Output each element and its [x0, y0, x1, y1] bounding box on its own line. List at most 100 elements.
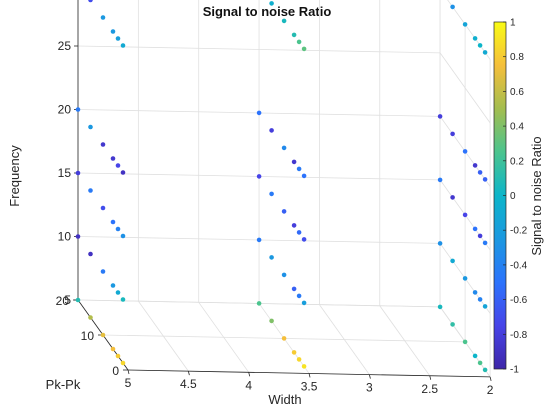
data-point: [256, 110, 262, 116]
data-point: [462, 212, 468, 218]
data-point: [110, 156, 116, 161]
data-point: [281, 336, 287, 341]
x-tick-mark: [187, 371, 190, 376]
data-point: [115, 290, 121, 295]
colorbar-tick-label: -1: [510, 365, 519, 376]
data-point: [296, 230, 302, 235]
data-point: [100, 142, 106, 147]
colorbar-tick-label: 0.2: [510, 156, 524, 167]
colorbar: -1 -0.8 -0.6 -0.4 -0.2 0 0.2 0.4 0.6 0.8 1 Signal …: [493, 18, 544, 376]
data-point: [462, 276, 468, 281]
data-point: [115, 163, 121, 168]
data-point: [269, 191, 274, 197]
data-point: [256, 301, 262, 306]
z-axis-label: Frequency: [7, 145, 22, 207]
data-point: [120, 43, 126, 48]
data-point: [256, 174, 262, 179]
data-point: [450, 258, 455, 264]
colorbar-tick-label: -0.4: [510, 260, 528, 271]
data-point: [296, 39, 302, 45]
data-point: [296, 293, 302, 299]
data-point: [100, 332, 106, 338]
data-point: [100, 205, 106, 211]
data-point: [110, 283, 116, 288]
z-tick-label: 10: [58, 230, 72, 244]
x-tick-mark: [248, 372, 251, 377]
data-point: [110, 346, 116, 352]
y-axis-label: Pk-Pk: [46, 377, 81, 392]
data-point: [301, 46, 307, 52]
data-point: [437, 304, 443, 310]
tick-labels: 22.533.544.550102051015202530: [56, 39, 494, 397]
data-point: [437, 114, 443, 119]
data-point: [482, 240, 488, 246]
data-point: [88, 188, 93, 193]
colorbar-tick-label: -0.2: [510, 226, 528, 237]
data-point: [296, 357, 302, 362]
colorbar-tick-label: -0.6: [510, 295, 528, 306]
colorbar-tick-label: 0.8: [510, 52, 524, 63]
data-point: [269, 128, 274, 133]
data-points: [75, 0, 488, 373]
data-point: [115, 226, 121, 232]
data-point: [450, 4, 455, 10]
data-point: [120, 360, 126, 366]
colorbar-tick-label: 0.6: [510, 87, 524, 98]
axes: [73, 0, 492, 381]
x-tick-label: 3: [366, 381, 373, 395]
colorbar-tick-label: 0.4: [510, 122, 524, 133]
x-axis-label: Width: [268, 392, 301, 407]
grid-line: [439, 52, 491, 124]
data-point: [269, 318, 274, 324]
data-point: [281, 18, 287, 24]
data-point: [301, 173, 307, 179]
data-point: [281, 145, 287, 151]
data-point: [301, 237, 307, 242]
data-point: [462, 22, 468, 27]
data-point: [301, 364, 307, 369]
data-point: [75, 107, 81, 112]
data-point: [269, 1, 274, 6]
data-point: [462, 339, 468, 345]
data-point: [88, 315, 93, 320]
y-tick-label: 10: [81, 329, 95, 343]
x-tick-label: 2.5: [421, 382, 438, 396]
colorbar-label: Signal to noise Ratio: [529, 136, 544, 255]
data-point: [115, 353, 121, 359]
data-point: [472, 36, 478, 41]
data-point: [296, 166, 302, 172]
data-point: [100, 269, 106, 274]
z-tick-label: 15: [58, 166, 72, 180]
y-tick-label: 0: [112, 364, 119, 378]
x-tick-mark: [308, 373, 311, 378]
data-point: [75, 234, 81, 239]
data-point: [120, 233, 126, 239]
grid-line: [77, 45, 441, 54]
data-point: [477, 43, 483, 48]
data-point: [291, 32, 297, 38]
data-point: [291, 159, 297, 165]
x-tick-label: 3.5: [301, 379, 318, 393]
colorbar-tick-label: 0: [510, 191, 516, 202]
data-point: [75, 297, 81, 303]
z-tick-label: 5: [64, 293, 71, 307]
data-point: [301, 300, 307, 306]
x-tick-mark: [489, 376, 492, 381]
data-point: [472, 353, 478, 359]
data-point: [482, 304, 488, 309]
data-point: [281, 209, 287, 214]
data-point: [88, 0, 93, 3]
data-point: [291, 350, 297, 355]
data-point: [482, 177, 488, 182]
data-point: [450, 322, 455, 327]
grid-lines: [77, 0, 491, 378]
data-point: [291, 223, 297, 228]
data-point: [482, 50, 488, 55]
data-point: [88, 251, 93, 257]
data-point: [281, 272, 287, 278]
data-point: [477, 170, 483, 175]
data-point: [472, 290, 478, 295]
data-point: [115, 36, 121, 41]
data-point: [437, 241, 443, 246]
